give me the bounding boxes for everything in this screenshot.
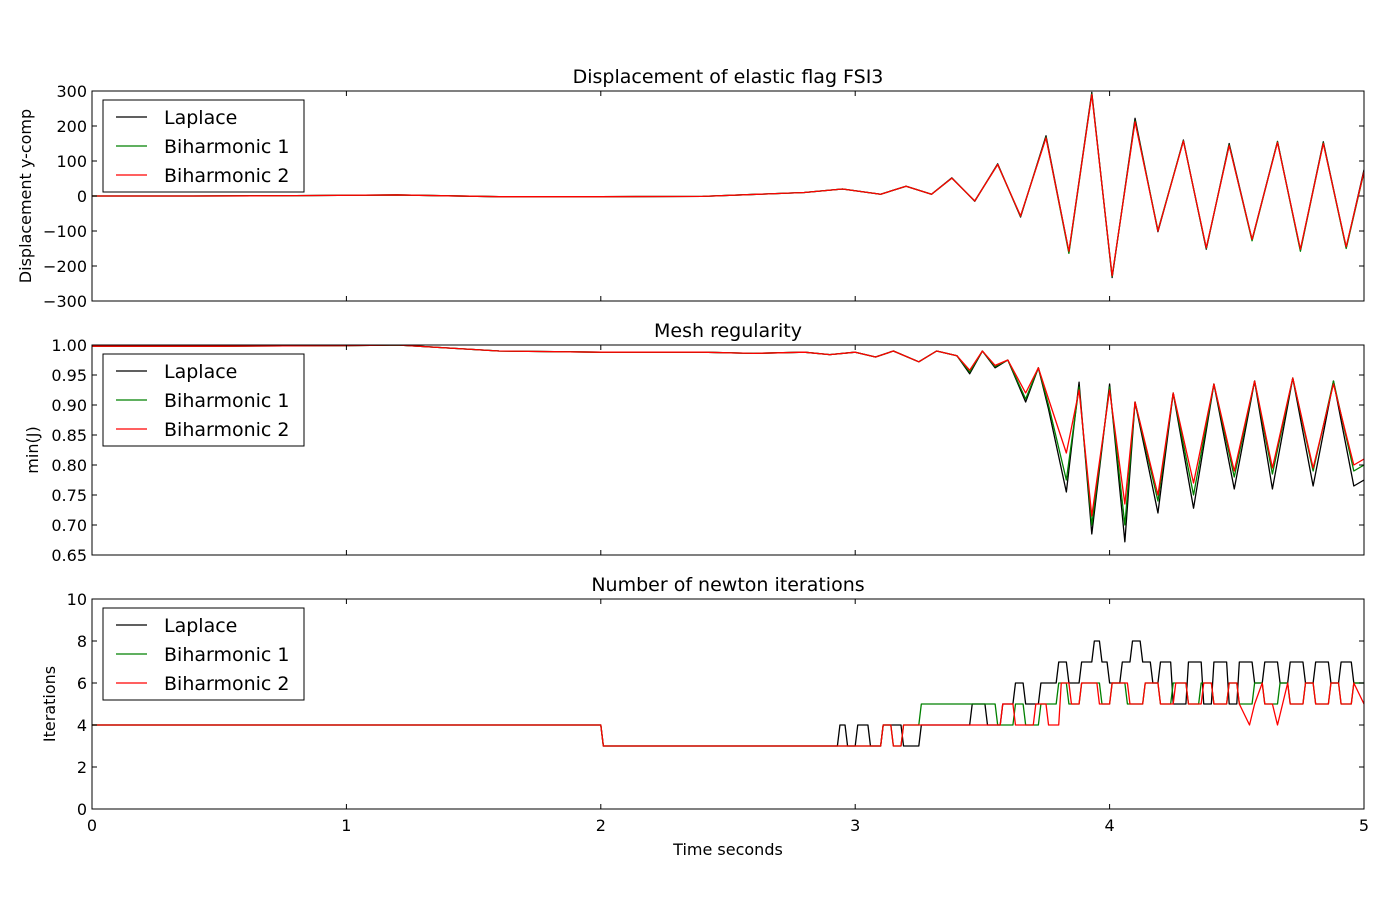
displacement-legend-label-laplace: Laplace (164, 107, 237, 129)
mesh-regularity-ytick-label: 0.95 (51, 366, 87, 385)
mesh-regularity-axes-frame (91, 344, 1365, 556)
newton-iterations-ytick-label: 8 (77, 632, 87, 651)
newton-iterations-xtick-label: 2 (596, 816, 606, 835)
newton-iterations-legend-label-biharmonic-2: Biharmonic 2 (164, 673, 290, 695)
newton-iterations-ytick-label: 0 (77, 800, 87, 819)
mesh-regularity-legend-label-biharmonic-1: Biharmonic 1 (164, 390, 290, 412)
newton-iterations-xtick-label: 3 (850, 816, 860, 835)
displacement-ytick-label: 300 (56, 82, 87, 101)
newton-iterations-ylabel: Iterations (40, 666, 59, 742)
mesh-regularity-legend: Laplace Biharmonic 1 Biharmonic 2 (102, 353, 305, 447)
newton-iterations-series-biharmonic-2 (92, 682, 1364, 747)
mesh-regularity-legend-label-biharmonic-2: Biharmonic 2 (164, 419, 290, 441)
newton-iterations-axes-frame (91, 598, 1365, 810)
displacement-series-group (92, 91, 1364, 279)
newton-iterations-ytick-label: 4 (77, 716, 87, 735)
newton-iterations-xtick-label: 5 (1359, 816, 1369, 835)
mesh-regularity-ytick-label: 0.70 (51, 516, 87, 535)
displacement-title: Displacement of elastic flag FSI3 (573, 66, 884, 88)
mesh-regularity-series-group (92, 345, 1364, 543)
mesh-regularity-panel: Mesh regularity min(J) 1.00 0.95 0.90 0.85 0… (23, 320, 1365, 565)
time-xlabel: Time seconds (672, 840, 783, 859)
mesh-regularity-ytick-label: 0.65 (51, 546, 87, 565)
newton-iterations-legend: Laplace Biharmonic 1 Biharmonic 2 (102, 607, 305, 701)
displacement-panel: Displacement of elastic flag FSI3 Displa… (16, 66, 1365, 311)
mesh-regularity-ytick-label: 0.75 (51, 486, 87, 505)
mesh-regularity-title: Mesh regularity (654, 320, 802, 342)
displacement-ytick-label: 100 (56, 152, 87, 171)
newton-iterations-xtick-label: 1 (341, 816, 351, 835)
mesh-regularity-ytick-label: 0.90 (51, 396, 87, 415)
mesh-regularity-ytick-label: 1.00 (51, 336, 87, 355)
newton-iterations-ytick-label: 6 (77, 674, 87, 693)
displacement-ytick-label: −300 (43, 292, 87, 311)
displacement-ytick-label: −100 (43, 222, 87, 241)
newton-iterations-legend-label-laplace: Laplace (164, 615, 237, 637)
displacement-legend: Laplace Biharmonic 1 Biharmonic 2 (102, 99, 305, 193)
displacement-ytick-label: 0 (77, 187, 87, 206)
newton-iterations-panel: Number of newton iterations Iterations T… (40, 574, 1369, 859)
newton-iterations-legend-label-biharmonic-1: Biharmonic 1 (164, 644, 290, 666)
displacement-ytick-label: −200 (43, 257, 87, 276)
mesh-regularity-legend-label-laplace: Laplace (164, 361, 237, 383)
newton-iterations-ytick-label: 10 (67, 590, 87, 609)
displacement-legend-label-biharmonic-2: Biharmonic 2 (164, 165, 290, 187)
displacement-series-biharmonic-2 (92, 93, 1364, 277)
mesh-regularity-ylabel: min(J) (23, 426, 42, 473)
mesh-regularity-ytick-label: 0.85 (51, 426, 87, 445)
newton-iterations-ytick-label: 2 (77, 758, 87, 777)
displacement-legend-label-biharmonic-1: Biharmonic 1 (164, 136, 290, 158)
mesh-regularity-ytick-label: 0.80 (51, 456, 87, 475)
newton-iterations-title: Number of newton iterations (591, 574, 864, 596)
displacement-ytick-label: 200 (56, 117, 87, 136)
newton-iterations-series-group (92, 640, 1364, 747)
displacement-ylabel: Displacement y-comp (16, 109, 35, 283)
mesh-regularity-series-biharmonic-2 (92, 345, 1364, 517)
newton-iterations-xtick-label: 0 (87, 816, 97, 835)
newton-iterations-xtick-label: 4 (1105, 816, 1115, 835)
